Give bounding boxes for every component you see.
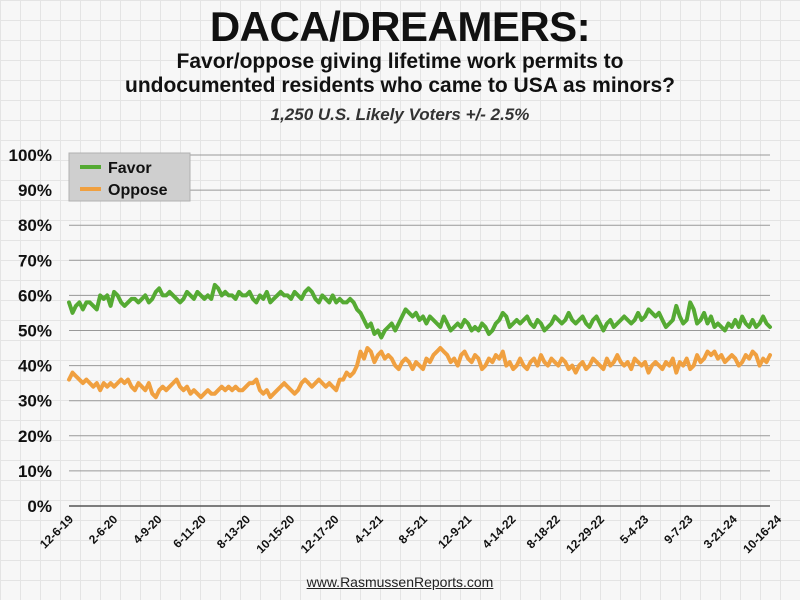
x-tick-label: 8-13-20 bbox=[214, 512, 253, 551]
x-tick-label: 8-5-21 bbox=[396, 512, 431, 547]
y-tick-label: 90% bbox=[18, 181, 52, 200]
subtitle-line-2: undocumented residents who came to USA a… bbox=[125, 74, 675, 97]
legend-favor-label: Favor bbox=[108, 160, 152, 177]
sample-note: 1,250 U.S. Likely Voters +/- 2.5% bbox=[270, 105, 530, 124]
x-tick-label: 12-29-22 bbox=[563, 512, 607, 556]
y-tick-label: 50% bbox=[18, 322, 52, 341]
x-tick-label: 4-14-22 bbox=[479, 512, 518, 551]
chart-subtitle: Favor/oppose giving lifetime work permit… bbox=[0, 50, 800, 98]
x-tick-label: 10-16-24 bbox=[740, 512, 784, 556]
grid-lines bbox=[69, 154, 770, 507]
x-tick-label: 12-9-21 bbox=[435, 512, 474, 551]
y-tick-label: 0% bbox=[27, 497, 52, 516]
x-tick-label: 5-4-23 bbox=[617, 512, 652, 547]
subtitle-line-1: Favor/oppose giving lifetime work permit… bbox=[176, 50, 624, 73]
x-tick-label: 2-6-20 bbox=[86, 512, 121, 547]
x-tick-label: 9-7-23 bbox=[661, 512, 696, 547]
y-tick-label: 80% bbox=[18, 216, 52, 235]
x-tick-label: 3-21-24 bbox=[701, 512, 740, 551]
y-tick-label: 20% bbox=[18, 427, 52, 446]
y-tick-label: 40% bbox=[18, 357, 52, 376]
series-line-favor bbox=[67, 282, 772, 340]
x-axis-ticks: 12-6-19 2-6-20 4-9-20 6-11-20 8-13-20 10-15-2… bbox=[37, 512, 784, 556]
y-tick-label: 30% bbox=[18, 392, 52, 411]
x-tick-label: 4-1-21 bbox=[351, 512, 386, 547]
chart-title: DACA/DREAMERS: bbox=[209, 3, 591, 50]
y-tick-label: 10% bbox=[18, 462, 52, 481]
x-tick-label: 12-17-20 bbox=[298, 512, 342, 556]
legend-oppose-label: Oppose bbox=[108, 182, 168, 199]
y-axis-ticks: 0% 10% 20% 30% 40% 50% 60% 70% 80% 90% 100% bbox=[9, 146, 52, 516]
series-lines bbox=[67, 282, 772, 400]
x-tick-label: 6-11-20 bbox=[170, 512, 209, 551]
legend-box bbox=[68, 152, 191, 202]
source-link[interactable]: www.RasmussenReports.com bbox=[306, 574, 494, 590]
legend: Favor Oppose bbox=[68, 152, 191, 202]
y-tick-label: 100% bbox=[9, 146, 52, 165]
y-tick-label: 70% bbox=[18, 251, 52, 270]
x-tick-label: 8-18-22 bbox=[524, 512, 563, 551]
y-tick-label: 60% bbox=[18, 286, 52, 305]
series-line-oppose bbox=[67, 346, 772, 400]
x-tick-label: 12-6-19 bbox=[37, 512, 76, 551]
x-tick-label: 10-15-20 bbox=[253, 512, 297, 556]
x-tick-label: 4-9-20 bbox=[130, 512, 165, 547]
